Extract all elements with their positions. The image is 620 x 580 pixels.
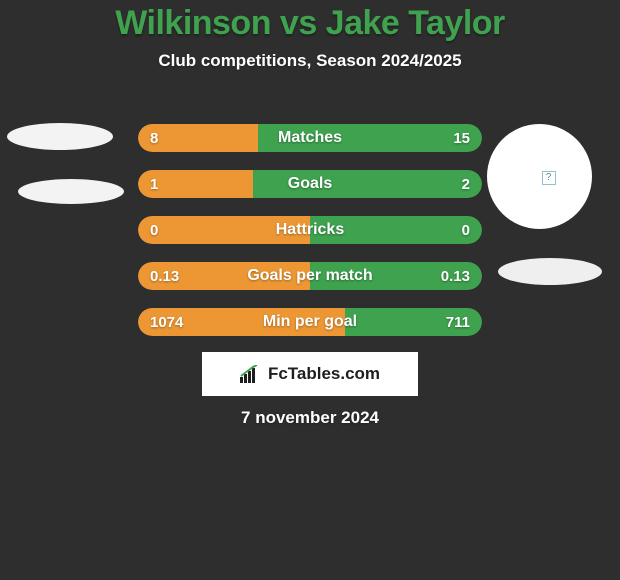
stat-value-right: 0.13 [441, 262, 470, 290]
player-right-avatar: ? [487, 124, 592, 229]
stats-bars: 815Matches12Goals00Hattricks0.130.13Goal… [138, 124, 482, 354]
stat-value-left: 1 [150, 170, 158, 198]
stat-row: 1074711Min per goal [138, 308, 482, 336]
page-title: Wilkinson vs Jake Taylor [0, 0, 620, 43]
branding-badge: FcTables.com [202, 352, 418, 396]
stat-row: 12Goals [138, 170, 482, 198]
date-text: 7 november 2024 [0, 408, 620, 428]
stat-value-left: 0.13 [150, 262, 179, 290]
comparison-card: Wilkinson vs Jake Taylor Club competitio… [0, 0, 620, 580]
stat-bar-right [258, 124, 482, 152]
player-left-ground-shadow [18, 179, 124, 204]
branding-text: FcTables.com [268, 364, 380, 384]
player-right-ground-shadow [498, 258, 602, 285]
image-placeholder-icon: ? [542, 171, 556, 185]
bar-chart-icon [240, 365, 262, 383]
stat-row: 815Matches [138, 124, 482, 152]
stat-row: 0.130.13Goals per match [138, 262, 482, 290]
stat-value-right: 711 [446, 308, 470, 336]
stat-value-right: 2 [462, 170, 470, 198]
stat-value-left: 8 [150, 124, 158, 152]
stat-bar-left [138, 216, 310, 244]
stat-row: 00Hattricks [138, 216, 482, 244]
stat-value-right: 15 [453, 124, 470, 152]
stat-bar-right [253, 170, 482, 198]
stat-value-right: 0 [462, 216, 470, 244]
stat-value-left: 0 [150, 216, 158, 244]
stat-bar-right [310, 216, 482, 244]
player-left-avatar-shadow [7, 123, 113, 150]
page-subtitle: Club competitions, Season 2024/2025 [0, 51, 620, 71]
stat-value-left: 1074 [150, 308, 183, 336]
